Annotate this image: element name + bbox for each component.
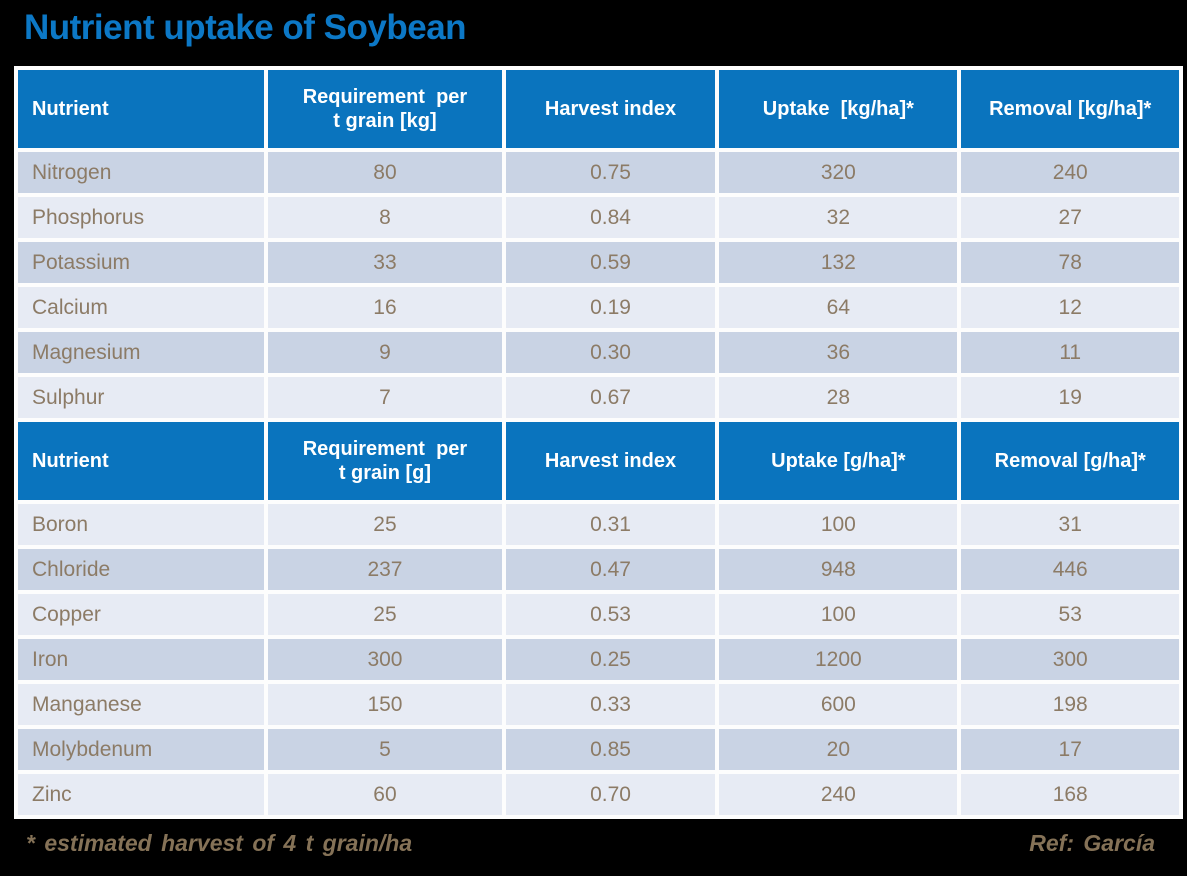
value-cell: 0.25: [505, 639, 716, 680]
table-row: Iron 300 0.25 1200 300: [18, 639, 1179, 680]
value-cell: 11: [961, 332, 1179, 373]
footnote: * estimated harvest of 4 t grain/ha: [26, 830, 413, 856]
nutrient-name-cell: Sulphur: [18, 377, 265, 418]
value-cell: 948: [719, 549, 958, 590]
column-header: Requirement per t grain [g]: [268, 422, 502, 500]
value-cell: 16: [268, 287, 502, 328]
value-cell: 446: [961, 549, 1179, 590]
reference: Ref: García: [1029, 830, 1155, 856]
value-cell: 53: [961, 594, 1179, 635]
value-cell: 240: [961, 152, 1179, 193]
column-header: Removal [g/ha]*: [961, 422, 1179, 500]
value-cell: 0.19: [505, 287, 716, 328]
value-cell: 0.33: [505, 684, 716, 725]
value-cell: 0.85: [505, 729, 716, 770]
value-cell: 600: [719, 684, 958, 725]
value-cell: 1200: [719, 639, 958, 680]
table-row: Potassium 33 0.59 132 78: [18, 242, 1179, 283]
value-cell: 7: [268, 377, 502, 418]
value-cell: 240: [719, 774, 958, 815]
value-cell: 132: [719, 242, 958, 283]
value-cell: 0.31: [505, 504, 716, 545]
value-cell: 31: [961, 504, 1179, 545]
nutrient-name-cell: Molybdenum: [18, 729, 265, 770]
header-row: Nutrient Requirement per t grain [kg] Harv…: [18, 70, 1179, 148]
table-row: Nitrogen 80 0.75 320 240: [18, 152, 1179, 193]
value-cell: 36: [719, 332, 958, 373]
table-row: Molybdenum 5 0.85 20 17: [18, 729, 1179, 770]
value-cell: 300: [268, 639, 502, 680]
nutrient-name-cell: Zinc: [18, 774, 265, 815]
value-cell: 5: [268, 729, 502, 770]
value-cell: 0.53: [505, 594, 716, 635]
column-header: Uptake [kg/ha]*: [719, 70, 958, 148]
table-row: Zinc 60 0.70 240 168: [18, 774, 1179, 815]
value-cell: 0.75: [505, 152, 716, 193]
column-header: Nutrient: [18, 70, 265, 148]
value-cell: 19: [961, 377, 1179, 418]
table-row: Boron 25 0.31 100 31: [18, 504, 1179, 545]
value-cell: 20: [719, 729, 958, 770]
value-cell: 198: [961, 684, 1179, 725]
table-row: Copper 25 0.53 100 53: [18, 594, 1179, 635]
value-cell: 64: [719, 287, 958, 328]
nutrient-name-cell: Magnesium: [18, 332, 265, 373]
value-cell: 100: [719, 504, 958, 545]
table-row: Calcium 16 0.19 64 12: [18, 287, 1179, 328]
nutrient-name-cell: Potassium: [18, 242, 265, 283]
nutrient-table-container: Nutrient Requirement per t grain [kg] Harv…: [14, 66, 1183, 819]
value-cell: 8: [268, 197, 502, 238]
nutrient-name-cell: Copper: [18, 594, 265, 635]
value-cell: 12: [961, 287, 1179, 328]
value-cell: 32: [719, 197, 958, 238]
footer: * estimated harvest of 4 t grain/ha Ref:…: [26, 830, 1155, 857]
page-title: Nutrient uptake of Soybean: [24, 8, 467, 47]
nutrient-name-cell: Nitrogen: [18, 152, 265, 193]
value-cell: 0.84: [505, 197, 716, 238]
nutrient-name-cell: Phosphorus: [18, 197, 265, 238]
value-cell: 80: [268, 152, 502, 193]
column-header: Harvest index: [505, 70, 716, 148]
value-cell: 150: [268, 684, 502, 725]
column-header: Harvest index: [505, 422, 716, 500]
nutrient-name-cell: Chloride: [18, 549, 265, 590]
table-row: Manganese 150 0.33 600 198: [18, 684, 1179, 725]
column-header: Removal [kg/ha]*: [961, 70, 1179, 148]
value-cell: 300: [961, 639, 1179, 680]
value-cell: 27: [961, 197, 1179, 238]
value-cell: 237: [268, 549, 502, 590]
column-header: Requirement per t grain [kg]: [268, 70, 502, 148]
nutrient-name-cell: Manganese: [18, 684, 265, 725]
value-cell: 25: [268, 594, 502, 635]
value-cell: 25: [268, 504, 502, 545]
value-cell: 9: [268, 332, 502, 373]
table-row: Chloride 237 0.47 948 446: [18, 549, 1179, 590]
value-cell: 168: [961, 774, 1179, 815]
value-cell: 100: [719, 594, 958, 635]
table-row: Phosphorus 8 0.84 32 27: [18, 197, 1179, 238]
value-cell: 17: [961, 729, 1179, 770]
value-cell: 0.67: [505, 377, 716, 418]
value-cell: 78: [961, 242, 1179, 283]
value-cell: 28: [719, 377, 958, 418]
column-header: Uptake [g/ha]*: [719, 422, 958, 500]
value-cell: 0.30: [505, 332, 716, 373]
value-cell: 60: [268, 774, 502, 815]
value-cell: 0.47: [505, 549, 716, 590]
nutrient-name-cell: Calcium: [18, 287, 265, 328]
value-cell: 33: [268, 242, 502, 283]
value-cell: 320: [719, 152, 958, 193]
column-header: Nutrient: [18, 422, 265, 500]
header-row: Nutrient Requirement per t grain [g] Harve…: [18, 422, 1179, 500]
table-row: Magnesium 9 0.30 36 11: [18, 332, 1179, 373]
table-row: Sulphur 7 0.67 28 19: [18, 377, 1179, 418]
value-cell: 0.59: [505, 242, 716, 283]
nutrient-name-cell: Boron: [18, 504, 265, 545]
nutrient-table: Nutrient Requirement per t grain [kg] Harv…: [14, 66, 1183, 819]
value-cell: 0.70: [505, 774, 716, 815]
nutrient-name-cell: Iron: [18, 639, 265, 680]
